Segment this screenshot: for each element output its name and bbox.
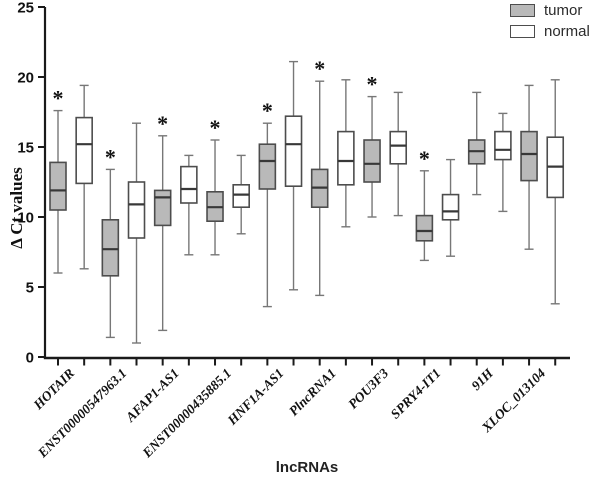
x-tick-label-POU3F3: POU3F3 [345, 365, 391, 411]
legend-item-normal: normal [510, 24, 590, 39]
box-tumor-POU3F3-significance-asterisk: * [367, 72, 378, 97]
box-tumor-XLOC_013104 [520, 130, 538, 182]
box-tumor-SPRY4-IT1-significance-asterisk: * [419, 146, 430, 171]
x-tick-label-HNF1A-AS1: HNF1A-AS1 [224, 366, 287, 429]
box-normal-HNF1A-AS1 [284, 115, 303, 187]
box-tumor-HNF1A-AS1-significance-asterisk: * [262, 98, 273, 123]
x-axis-title: lncRNAs [276, 459, 339, 476]
box-tumor-POU3F3 [363, 139, 381, 183]
box-tumor-AFAP1-AS1-significance-asterisk: * [157, 111, 168, 136]
box-tumor-SPRY4-IT1 [415, 214, 434, 242]
x-tick-label-ENST00000547963.1: ENST00000547963.1 [34, 366, 129, 461]
legend-label-tumor: tumor [544, 2, 583, 19]
y-tick-label-0: 0 [26, 350, 34, 367]
legend-label-normal: normal [544, 23, 590, 40]
y-axis-title: Δ Ct values [7, 167, 26, 249]
tumor-color-swatch [510, 4, 535, 17]
y-tick-label-20: 20 [17, 70, 34, 87]
x-tick-label-91H: 91H [468, 365, 496, 393]
y-tick-label-5: 5 [26, 280, 34, 297]
normal-color-swatch [510, 25, 535, 38]
y-tick-label-25: 25 [17, 0, 34, 17]
box-normal-AFAP1-AS1 [180, 165, 198, 204]
box-tumor-ENST00000435885.1-significance-asterisk: * [210, 115, 221, 140]
x-tick-label-PlncRNA1: PlncRNA1 [286, 366, 339, 419]
box-tumor-HOTAIR [49, 161, 67, 211]
y-tick-label-10: 10 [17, 210, 34, 227]
box-normal-PlncRNA1 [337, 130, 355, 186]
x-tick-label-SPRY4-IT1: SPRY4-IT1 [388, 366, 444, 422]
box-tumor-AFAP1-AS1 [153, 189, 172, 227]
x-tick-label-HOTAIR: HOTAIR [30, 366, 77, 413]
box-tumor-HOTAIR-significance-asterisk: * [53, 86, 64, 111]
legend: tumor normal [510, 3, 590, 39]
x-tick-label-ENST00000435885.1: ENST00000435885.1 [139, 366, 234, 461]
box-tumor-ENST00000547963.1 [101, 219, 120, 277]
box-tumor-HNF1A-AS1 [258, 143, 277, 190]
box-normal-POU3F3 [389, 130, 408, 165]
box-normal-ENST00000547963.1 [127, 181, 146, 239]
y-tick-label-15: 15 [17, 140, 34, 157]
box-normal-HOTAIR [75, 116, 93, 185]
box-tumor-ENST00000547963.1-significance-asterisk: * [105, 144, 116, 169]
box-normal-SPRY4-IT1 [441, 193, 460, 221]
box-tumor-PlncRNA1-significance-asterisk: * [314, 56, 325, 81]
box-normal-91H [494, 130, 512, 161]
legend-item-tumor: tumor [510, 3, 590, 18]
box-normal-ENST00000435885.1 [232, 184, 250, 209]
